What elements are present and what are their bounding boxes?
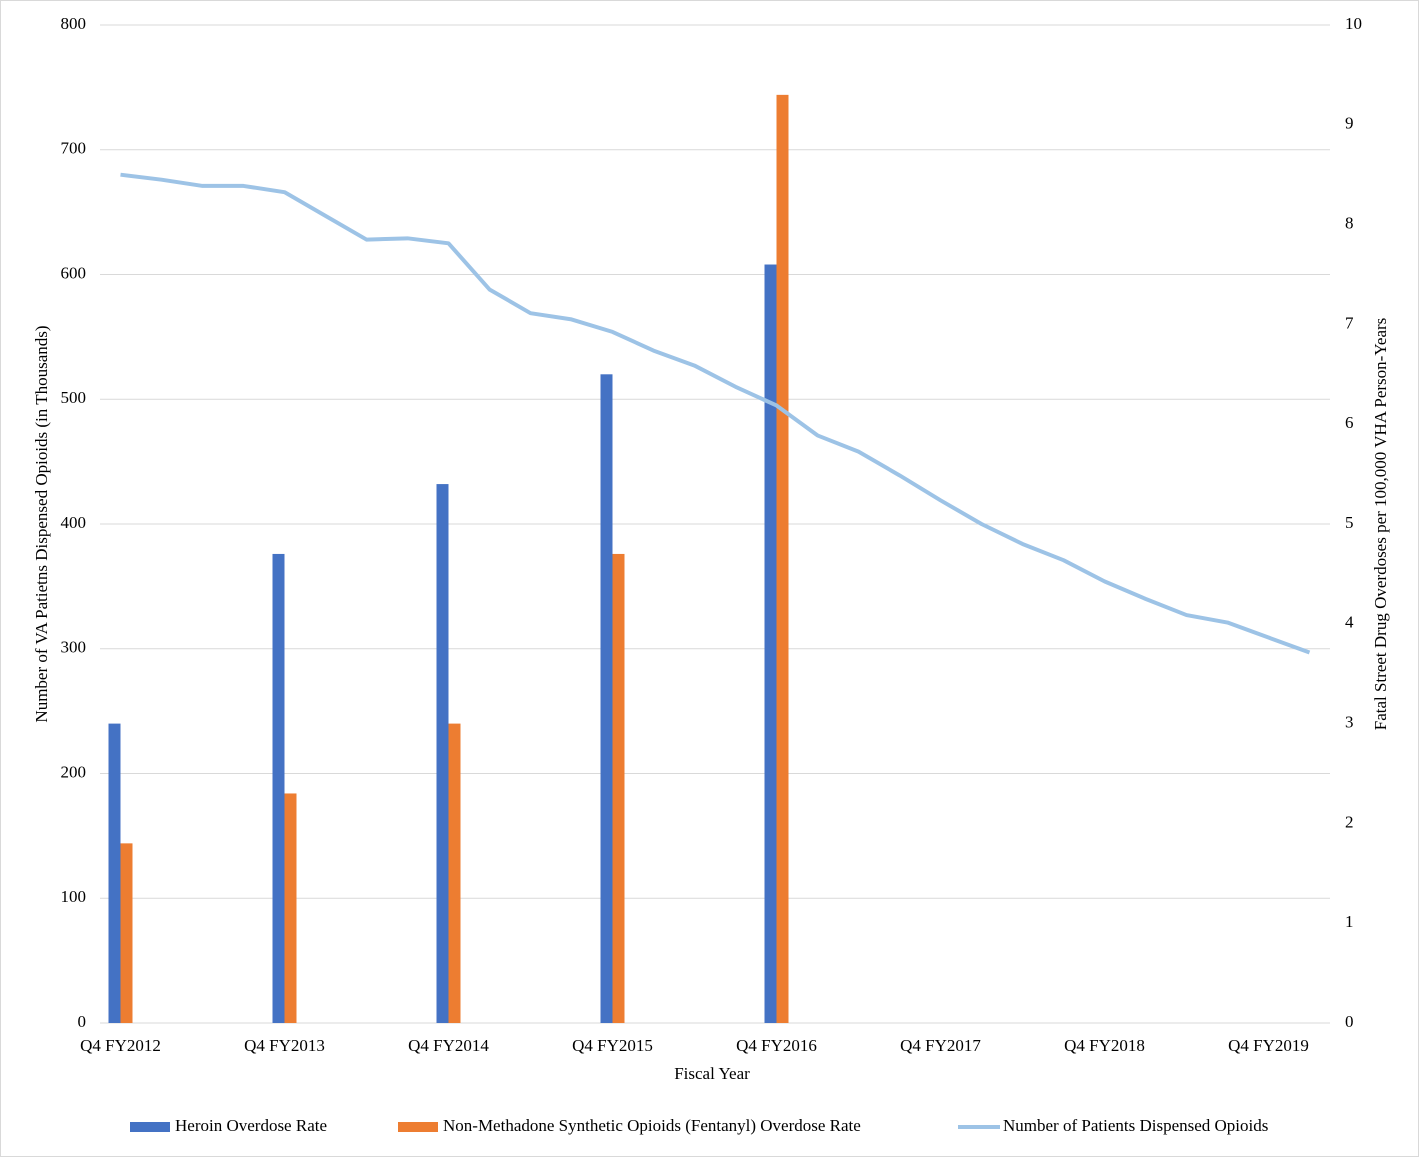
- bar: [776, 94, 789, 1024]
- bar: [284, 793, 297, 1023]
- y2-tick-label: 2: [1345, 812, 1354, 831]
- y-tick-label: 600: [61, 263, 87, 282]
- x-axis-title: Fiscal Year: [674, 1064, 750, 1083]
- y-axis-title: Number of VA Patietns Dispensed Opioids …: [32, 325, 51, 722]
- x-tick-label: Q4 FY2014: [408, 1036, 489, 1055]
- legend-swatch: [130, 1122, 170, 1132]
- y2-tick-label: 0: [1345, 1012, 1354, 1031]
- bar: [600, 374, 613, 1023]
- x-tick-label: Q4 FY2018: [1064, 1036, 1145, 1055]
- y2-tick-label: 1: [1345, 912, 1354, 931]
- y-tick-label: 800: [61, 14, 87, 33]
- y-tick-label: 700: [61, 139, 87, 158]
- legend-label: Heroin Overdose Rate: [175, 1116, 327, 1135]
- x-tick-label: Q4 FY2015: [572, 1036, 653, 1055]
- y-tick-label: 0: [78, 1012, 87, 1031]
- y-tick-label: 200: [61, 762, 87, 781]
- legend-label: Number of Patients Dispensed Opioids: [1003, 1116, 1268, 1135]
- bar: [120, 843, 133, 1023]
- bar: [272, 553, 285, 1023]
- x-tick-label: Q4 FY2017: [900, 1036, 981, 1055]
- y-tick-label: 500: [61, 388, 87, 407]
- bar: [436, 484, 449, 1024]
- x-tick-label: Q4 FY2019: [1228, 1036, 1309, 1055]
- x-tick-label: Q4 FY2016: [736, 1036, 817, 1055]
- y2-tick-label: 10: [1345, 14, 1362, 33]
- y2-axis-title: Fatal Street Drug Overdoses per 100,000 …: [1371, 318, 1390, 731]
- bar: [764, 264, 777, 1023]
- bar: [108, 723, 121, 1023]
- y2-tick-label: 4: [1345, 613, 1354, 632]
- y-tick-label: 100: [61, 887, 87, 906]
- y2-tick-label: 7: [1345, 313, 1354, 332]
- x-tick-label: Q4 FY2013: [244, 1036, 325, 1055]
- line: [120, 172, 1311, 655]
- x-tick-label: Q4 FY2012: [80, 1036, 161, 1055]
- y-tick-label: 400: [61, 513, 87, 532]
- y2-tick-label: 6: [1345, 413, 1354, 432]
- y2-tick-label: 9: [1345, 114, 1354, 133]
- legend-label: Non-Methadone Synthetic Opioids (Fentany…: [443, 1116, 861, 1135]
- bar: [612, 553, 625, 1023]
- legend-swatch: [398, 1122, 438, 1132]
- y2-tick-label: 5: [1345, 513, 1354, 532]
- bar: [448, 723, 461, 1023]
- y2-tick-label: 3: [1345, 713, 1354, 732]
- y-tick-label: 300: [61, 638, 87, 657]
- y2-tick-label: 8: [1345, 214, 1354, 233]
